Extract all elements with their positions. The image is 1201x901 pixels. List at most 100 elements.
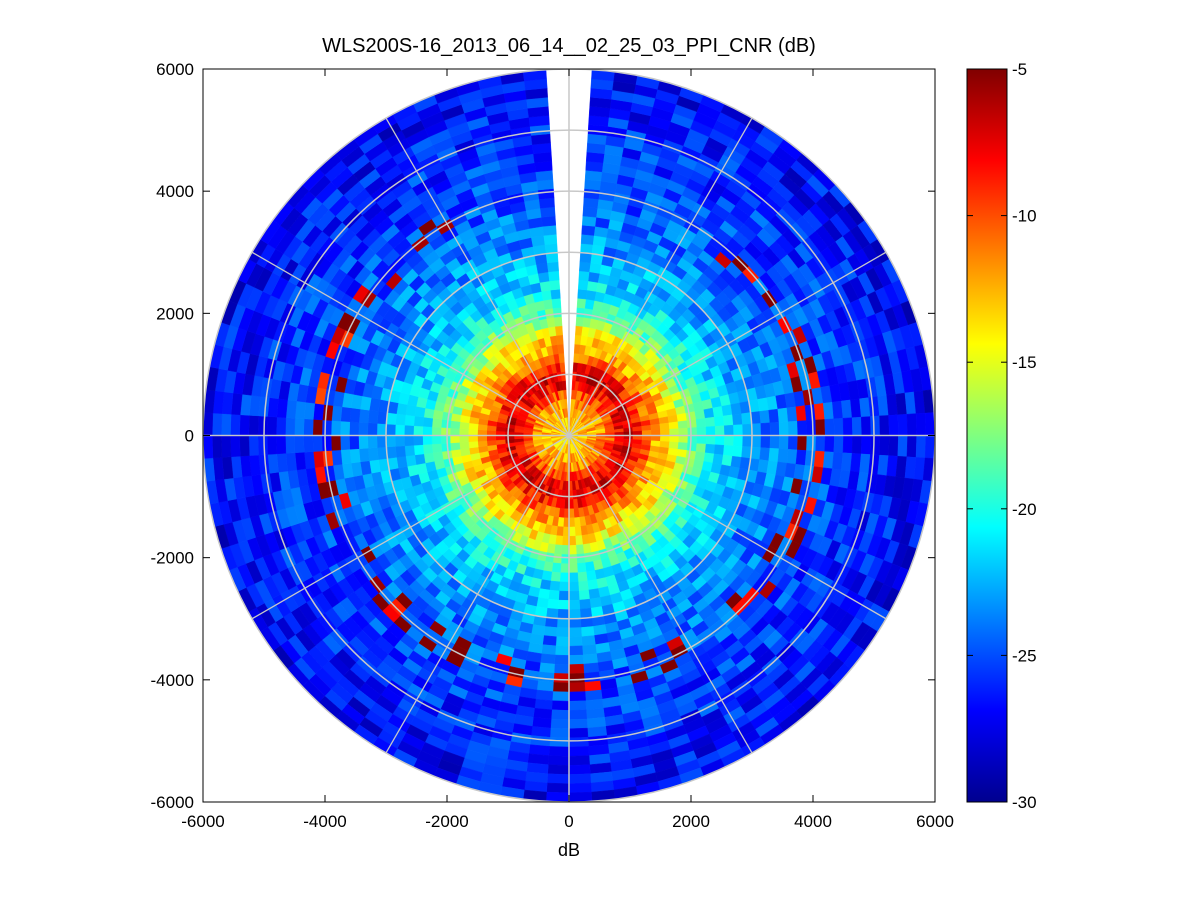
- ppi-cell: [582, 543, 592, 554]
- ppi-cell: [677, 442, 688, 451]
- ppi-cell: [568, 746, 590, 757]
- ppi-cell: [331, 405, 343, 422]
- ppi-cell: [732, 445, 743, 458]
- ppi-cell: [486, 439, 497, 447]
- ppi-cell: [561, 535, 570, 546]
- ppi-cell: [585, 570, 597, 582]
- ppi-cell: [559, 572, 570, 583]
- ppi-cell: [546, 782, 570, 794]
- ppi-cell: [822, 401, 835, 420]
- ppi-cell: [536, 179, 554, 191]
- y-tick-label: 0: [185, 427, 194, 446]
- ppi-cell: [696, 435, 707, 445]
- ppi-cell: [568, 508, 575, 519]
- ppi-cell: [851, 416, 863, 436]
- ppi-cell: [906, 435, 917, 458]
- ppi-cell: [632, 430, 643, 436]
- spoke-line: [568, 117, 753, 436]
- ppi-cell: [313, 403, 325, 421]
- ppi-cell: [897, 413, 908, 436]
- ppi-cell: [367, 435, 378, 449]
- ppi-cell: [723, 445, 734, 457]
- ppi-cell: [349, 448, 361, 464]
- ppi-cell: [695, 443, 707, 453]
- ppi-cell: [358, 408, 370, 424]
- ppi-cell: [695, 418, 707, 428]
- ppi-cell: [358, 422, 369, 436]
- ppi-cell: [546, 598, 559, 610]
- ppi-cell: [459, 441, 470, 450]
- spoke-line: [568, 434, 887, 620]
- ppi-cell: [703, 407, 715, 419]
- ppi-cell: [552, 307, 562, 318]
- ppi-cell: [432, 451, 444, 462]
- ppi-cell: [558, 352, 565, 364]
- ppi-cell: [440, 427, 451, 436]
- ppi-cell: [568, 691, 586, 702]
- ppi-cell: [686, 442, 698, 452]
- ppi-cell: [568, 608, 581, 620]
- ppi-cell: [915, 435, 927, 459]
- ppi-cell: [668, 421, 679, 430]
- ppi-cell: [568, 581, 580, 592]
- spoke-line: [568, 251, 887, 437]
- ppi-cell: [723, 435, 734, 447]
- y-axis: 6000 4000 2000 0 -2000 -4000 -6000: [151, 60, 935, 812]
- ppi-cell: [468, 435, 478, 443]
- ppi-cell: [556, 618, 570, 629]
- ppi-cell: [806, 435, 817, 452]
- ppi-cell: [575, 544, 585, 555]
- ppi-cell: [431, 418, 443, 428]
- ppi-cell: [660, 428, 670, 436]
- ppi-cell: [395, 413, 406, 426]
- ppi-cell: [560, 563, 570, 574]
- ppi-cell: [588, 588, 601, 600]
- ppi-cell: [575, 316, 585, 327]
- ppi-cell: [778, 435, 789, 450]
- ppi-cell: [486, 435, 497, 441]
- ppi-cell: [404, 414, 415, 426]
- spoke-line: [568, 435, 753, 754]
- ppi-cell: [556, 334, 564, 345]
- ppi-cell: [546, 317, 556, 328]
- ppi-cell: [414, 406, 426, 418]
- ppi-cell: [551, 562, 562, 573]
- ppi-cell: [542, 635, 557, 647]
- ppi-cell: [721, 454, 733, 467]
- ppi-cell: [870, 435, 881, 456]
- ppi-cell: [404, 445, 415, 457]
- ppi-cell: [553, 663, 570, 674]
- ppi-cell: [553, 544, 563, 555]
- ppi-cell: [294, 417, 305, 436]
- ppi-cell: [547, 764, 570, 775]
- ppi-cell: [312, 435, 323, 452]
- ppi-cell: [714, 425, 725, 436]
- ppi-cell: [584, 689, 603, 701]
- ppi-cell: [678, 427, 689, 436]
- ppi-cell: [541, 644, 557, 656]
- ppi-cell: [541, 289, 553, 301]
- ppi-cell: [851, 435, 863, 455]
- ppi-cell: [777, 448, 789, 464]
- ppi-cell: [669, 435, 680, 443]
- ppi-cell: [713, 415, 725, 427]
- ppi-cell: [203, 435, 214, 459]
- ppi-cell: [413, 415, 425, 427]
- ppi-cell: [568, 544, 577, 555]
- ppi-cell: [568, 636, 583, 647]
- ppi-cell: [537, 271, 550, 283]
- ppi-cell: [704, 443, 716, 455]
- ppi-cell: [321, 419, 332, 436]
- ppi-cell: [548, 746, 570, 757]
- ppi-cell: [554, 654, 570, 665]
- ppi-cell: [650, 435, 661, 442]
- colorbar-tick-label: -30: [1012, 793, 1037, 812]
- ppi-cell: [806, 419, 817, 436]
- ppi-cell: [405, 454, 417, 467]
- ppi-cell: [441, 450, 453, 460]
- ppi-cell: [583, 197, 600, 209]
- ppi-cell: [549, 727, 570, 739]
- ppi-cell: [405, 404, 417, 417]
- ppi-cell: [413, 435, 424, 446]
- ppi-cell: [583, 671, 601, 683]
